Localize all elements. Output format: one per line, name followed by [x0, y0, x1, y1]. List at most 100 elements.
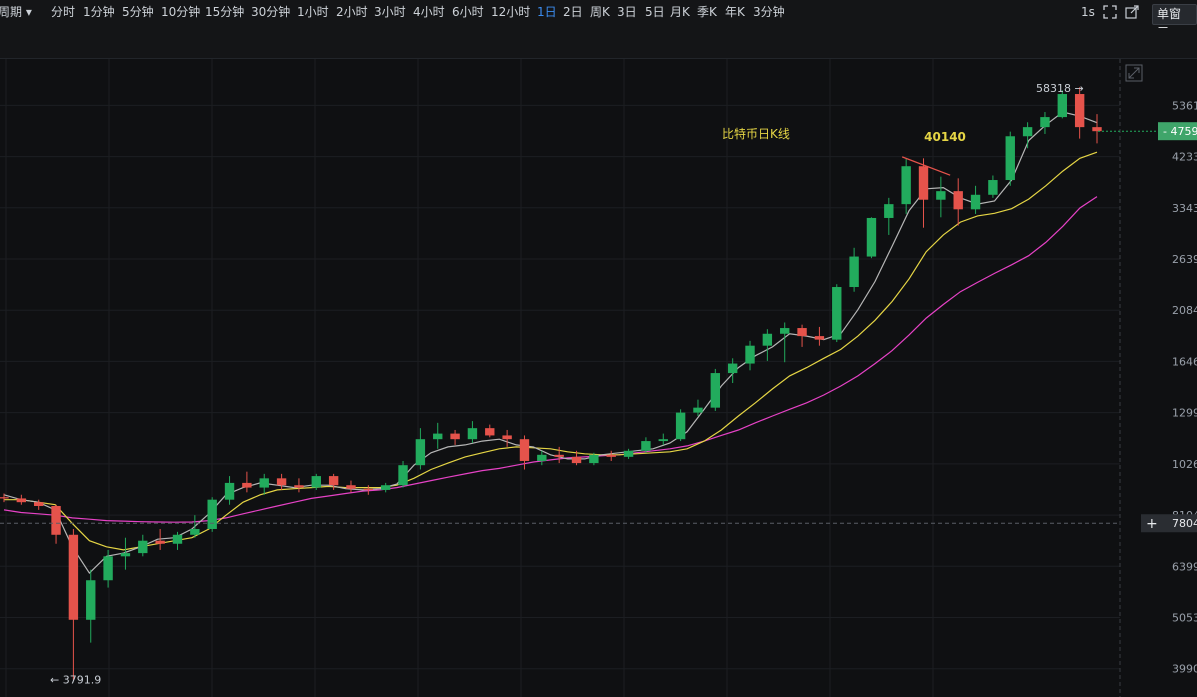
interval-12[interactable]: 1日 — [537, 5, 557, 19]
interval-20[interactable]: 3分钟 — [753, 5, 785, 19]
interval-16[interactable]: 5日 — [645, 5, 665, 19]
popout-icon[interactable] — [1125, 0, 1139, 28]
fullscreen-icon[interactable] — [1103, 0, 1117, 28]
candle-body — [1022, 127, 1033, 137]
interval-19[interactable]: 年K — [725, 5, 745, 19]
interval-11[interactable]: 12小时 — [491, 5, 531, 19]
candle-body — [138, 540, 148, 554]
candle-body — [207, 499, 217, 529]
candle-body — [710, 373, 721, 408]
refresh-rate-button[interactable]: 1s — [1081, 5, 1095, 19]
candlestick-chart[interactable]: 3990505363998104102631299716460208452639… — [0, 59, 1197, 697]
candle-body — [502, 435, 512, 440]
current-price-box — [1158, 122, 1197, 141]
interval-18[interactable]: 季K — [697, 5, 717, 19]
candle-body — [849, 256, 859, 288]
candle-body — [832, 287, 842, 340]
candle-body — [259, 478, 269, 488]
interval-1[interactable]: 1分钟 — [83, 5, 115, 19]
candle-body — [884, 204, 894, 218]
candle-body — [693, 407, 703, 413]
candle-body — [294, 485, 304, 488]
candle-body — [623, 450, 634, 457]
candle-body — [1005, 136, 1015, 181]
candle-body — [380, 485, 391, 490]
candle-body — [68, 534, 79, 620]
candle-body — [16, 498, 27, 503]
candle-body — [467, 428, 478, 440]
interval-14[interactable]: 周K — [590, 5, 610, 19]
candle-body — [172, 534, 183, 544]
expand-icon-arrow — [1128, 67, 1140, 79]
candle-body — [936, 191, 946, 200]
y-tick-label: 12997 — [1172, 407, 1197, 420]
ma-short-line — [3, 111, 1098, 575]
candle-body — [571, 456, 582, 464]
candle-body — [606, 454, 616, 457]
candle-body — [155, 540, 165, 544]
interval-9[interactable]: 4小时 — [413, 5, 445, 19]
interval-10[interactable]: 6小时 — [452, 5, 484, 19]
candle-body — [398, 465, 408, 486]
interval-2[interactable]: 5分钟 — [122, 5, 154, 19]
high-label: 58318 → — [1036, 82, 1084, 95]
crosshair-plus-box — [1141, 514, 1163, 533]
candle-body — [797, 328, 807, 337]
candle-body — [190, 528, 200, 535]
candle-body — [120, 553, 131, 557]
chart-background — [0, 59, 1197, 697]
candle-body — [658, 439, 668, 442]
candle-body — [450, 433, 460, 440]
y-tick-label: 10263 — [1172, 458, 1197, 471]
candle-body — [224, 482, 235, 500]
candle-body — [901, 166, 911, 205]
candle-body — [727, 363, 738, 374]
interval-7[interactable]: 2小时 — [336, 5, 368, 19]
crosshair-plus-icon: + — [1146, 516, 1158, 532]
resistance-label: 40140 — [924, 130, 966, 144]
candle-body — [970, 194, 981, 210]
candle-body — [485, 428, 495, 436]
interval-4[interactable]: 15分钟 — [205, 5, 245, 19]
candle-body — [103, 556, 113, 581]
candle-body — [1040, 117, 1050, 128]
candle-body — [641, 441, 651, 451]
y-tick-label: 3990 — [1172, 663, 1197, 676]
candle-body — [519, 439, 530, 461]
interval-5[interactable]: 30分钟 — [251, 5, 291, 19]
low-label: ← 3791.9 — [50, 674, 101, 687]
candle-body — [311, 476, 321, 488]
crosshair-price-box — [1163, 514, 1197, 533]
candle-body — [34, 502, 44, 507]
candle-body — [415, 439, 426, 466]
candle-body — [675, 412, 686, 440]
candle-body — [1092, 127, 1102, 132]
interval-3[interactable]: 10分钟 — [161, 5, 201, 19]
drawing-toolbar — [0, 28, 1197, 78]
interval-0[interactable]: 分时 — [51, 5, 76, 19]
candle-body — [537, 454, 547, 461]
interval-17[interactable]: 月K — [670, 5, 690, 19]
interval-6[interactable]: 1小时 — [297, 5, 329, 19]
y-tick-label: 5053 — [1172, 611, 1197, 624]
y-tick-label: 20845 — [1172, 304, 1197, 317]
y-tick-label: 26398 — [1172, 253, 1197, 266]
y-tick-label: 6399 — [1172, 560, 1197, 573]
interval-15[interactable]: 3日 — [617, 5, 637, 19]
y-tick-label: 53612 — [1172, 99, 1197, 112]
trend-line — [901, 156, 951, 176]
candle-body — [86, 580, 96, 620]
candle-body — [953, 191, 963, 210]
candle-body — [866, 217, 877, 257]
candle-body — [346, 485, 356, 489]
period-selector[interactable]: 周期 ▾ — [0, 5, 32, 19]
y-tick-label: 33430 — [1172, 202, 1197, 215]
chart-area[interactable]: 3990505363998104102631299716460208452639… — [0, 59, 1197, 697]
interval-8[interactable]: 3小时 — [374, 5, 406, 19]
candle-body — [762, 333, 773, 346]
chart-title: 比特币日K线 — [722, 126, 790, 141]
interval-13[interactable]: 2日 — [563, 5, 583, 19]
single-window-button[interactable]: 单窗口 — [1152, 4, 1197, 39]
ma-long-line — [3, 196, 1098, 523]
candle-body — [780, 328, 790, 334]
